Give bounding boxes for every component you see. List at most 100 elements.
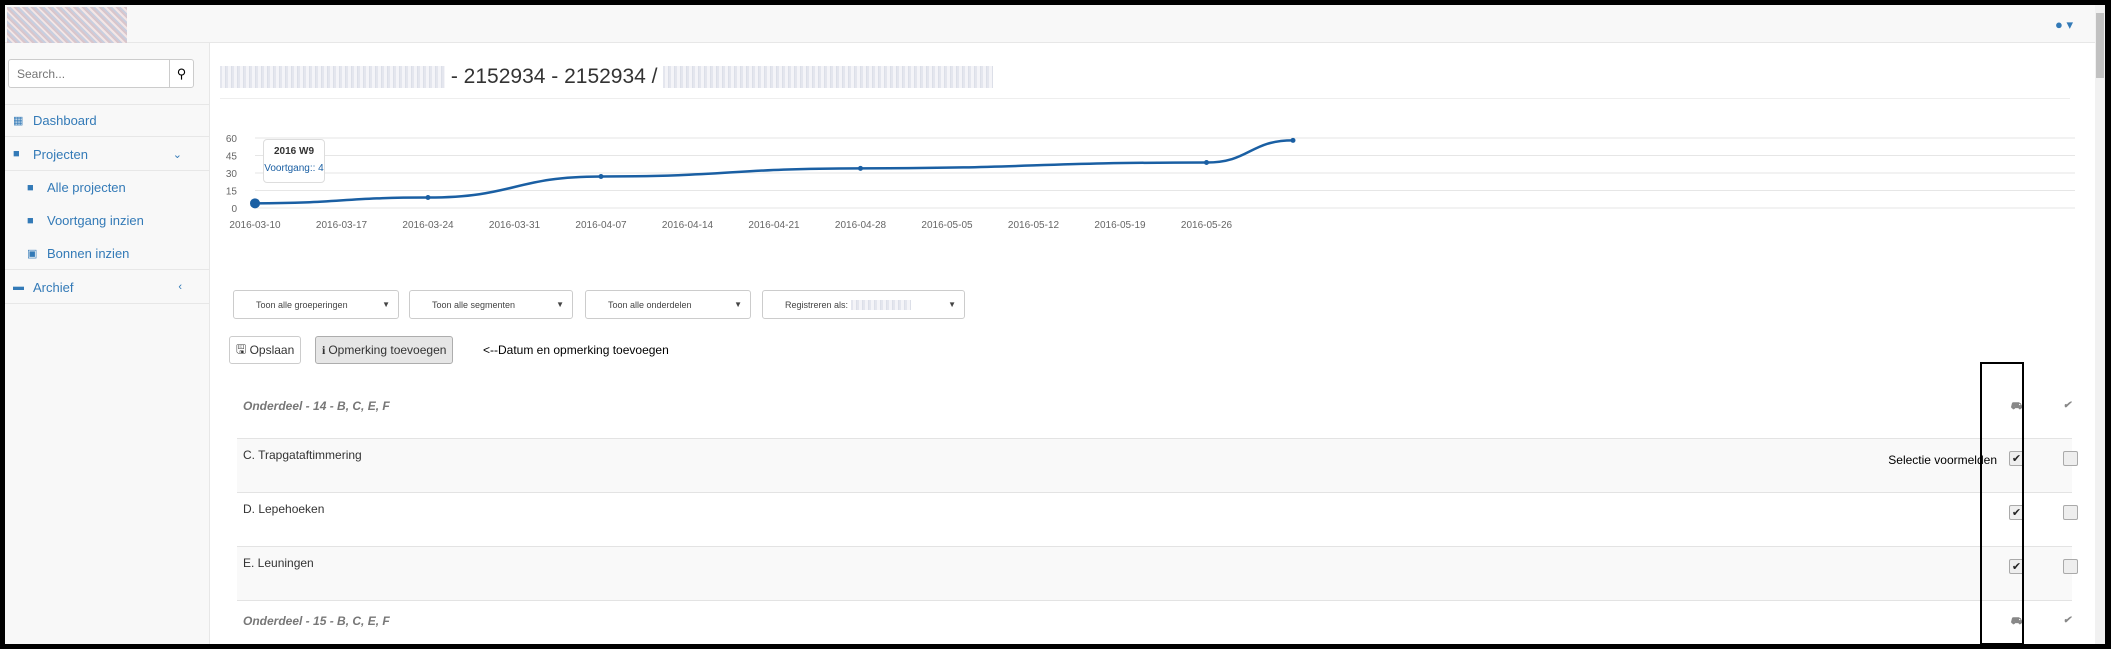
info-icon: i <box>322 342 329 357</box>
done-checkbox[interactable] <box>2063 559 2078 574</box>
done-checkbox[interactable] <box>2063 451 2078 466</box>
search-icon: ⚲ <box>176 65 187 81</box>
group-row: Onderdeel - 14 - B, C, E, F ⛟ ✔ <box>237 386 2072 440</box>
label: Projecten <box>33 146 88 162</box>
annotation-note: <--Datum en opmerking toevoegen <box>483 343 669 357</box>
redacted-name <box>663 66 994 88</box>
table-row: D. Lepehoeken ✔ <box>237 492 2078 546</box>
data-point <box>1290 137 1296 143</box>
check-icon: ✔ <box>2063 400 2072 411</box>
label: D. Lepehoeken <box>243 502 325 516</box>
chevron-left-icon: ‹ <box>178 281 182 293</box>
label: C. Trapgataftimmering <box>243 448 362 462</box>
caret-down-icon: ▾ <box>2066 17 2073 32</box>
title-text: - 2152934 - 2152934 / <box>450 65 658 88</box>
chevron-down-icon: ⌄ <box>172 148 182 161</box>
label: Toon alle segmenten <box>432 299 516 310</box>
series-line <box>254 139 1294 205</box>
x-tick-label: 2016-05-05 <box>921 220 973 231</box>
table-row: C. Trapgataftimmering Selectie voormelden… <box>237 438 2078 492</box>
y-tick-label: 30 <box>226 169 238 180</box>
label: Opslaan <box>249 343 295 357</box>
label: Registreren als: <box>785 299 849 310</box>
x-tick-label: 2016-03-10 <box>229 220 281 231</box>
top-navbar: ● ▾ <box>5 5 2095 43</box>
briefcase-icon: ■ <box>13 148 20 160</box>
x-tick-label: 2016-03-24 <box>402 220 454 231</box>
x-tick-label: 2016-05-26 <box>1181 220 1233 231</box>
x-tick-label: 2016-04-07 <box>575 220 627 231</box>
divider <box>220 98 2070 99</box>
archive-icon: ▬ <box>13 281 24 293</box>
filter-groeperingen[interactable]: Toon alle groeperingen ▼ <box>233 290 399 319</box>
label: Toon alle onderdelen <box>608 299 692 310</box>
caret-down-icon: ▼ <box>382 300 390 309</box>
label: Voortgang inzien <box>47 213 144 228</box>
progress-chart: 0 15 30 45 60 2016-03-10 2016-03-17 2016-03-24 2… <box>226 134 2075 231</box>
filter-registreren-als[interactable]: Registreren als: ▼ <box>762 290 965 319</box>
x-tick-label: 2016-05-19 <box>1094 220 1146 231</box>
filter-segmenten[interactable]: Toon alle segmenten ▼ <box>409 290 573 319</box>
scrollbar[interactable] <box>2095 5 2105 644</box>
search-input[interactable] <box>9 60 169 87</box>
truck-icon: ⛟ <box>2010 616 2023 627</box>
search-box: ⚲ <box>8 59 194 88</box>
sidebar-item-bonnen-inzien[interactable]: ▣ Bonnen inzien <box>5 237 210 270</box>
sidebar-item-archief[interactable]: ▬ Archief ‹ <box>5 271 210 304</box>
highlight-box <box>1980 362 2024 645</box>
page-title: - 2152934 - 2152934 / <box>220 65 994 89</box>
done-checkbox[interactable] <box>2063 505 2078 520</box>
label: Onderdeel - 15 - B, C, E, F <box>243 614 390 628</box>
redacted-name <box>220 66 445 88</box>
label: Opmerking toevoegen <box>328 343 447 357</box>
y-tick-label: 60 <box>226 134 238 145</box>
x-tick-label: 2016-04-28 <box>835 220 887 231</box>
sidebar-item-projecten[interactable]: ■ Projecten ⌄ <box>5 138 210 171</box>
caret-down-icon: ▼ <box>948 300 956 309</box>
delivered-checkbox[interactable]: ✔ <box>2009 451 2024 466</box>
add-comment-button[interactable]: i Opmerking toevoegen <box>315 336 454 364</box>
check-icon: ✔ <box>2063 615 2072 626</box>
y-tick-label: 0 <box>231 204 237 215</box>
main-content: - 2152934 - 2152934 / 0 15 30 45 60 2016-03-1… <box>215 43 2095 644</box>
calendar-icon: ▦ <box>13 115 24 127</box>
user-menu[interactable]: ● ▾ <box>2055 17 2073 33</box>
x-tick-label: 2016-03-17 <box>316 220 368 231</box>
sidebar-item-alle-projecten[interactable]: ■ Alle projecten <box>5 171 210 204</box>
x-tick-label: 2016-04-21 <box>748 220 800 231</box>
label: Alle projecten <box>47 180 126 195</box>
user-icon: ● <box>2054 17 2063 32</box>
money-icon: ▣ <box>27 247 38 260</box>
x-tick-label: 2016-04-14 <box>662 220 714 231</box>
briefcase-icon: ■ <box>27 181 34 194</box>
table-row: E. Leuningen ✔ <box>237 546 2078 600</box>
y-tick-label: 45 <box>226 152 238 163</box>
floppy-icon: 🖫 <box>236 341 250 356</box>
sidebar: ⚲ ▦ Dashboard ■ Projecten ⌄ ■ Alle projecten… <box>5 43 210 644</box>
label: Toon alle groeperingen <box>256 299 348 310</box>
group-row: Onderdeel - 15 - B, C, E, F ⛟ ✔ <box>237 600 2072 644</box>
data-point <box>1204 160 1209 165</box>
data-point <box>425 195 431 200</box>
caret-down-icon: ▼ <box>734 300 742 309</box>
tooltip-title: 2016 W9 <box>273 146 315 157</box>
search-button[interactable]: ⚲ <box>169 60 193 87</box>
label: Archief <box>33 279 74 295</box>
x-tick-label: 2016-05-12 <box>1008 220 1060 231</box>
save-button[interactable]: 🖫 Opslaan <box>229 336 302 364</box>
truck-icon: ⛟ <box>2010 401 2023 412</box>
label: Bonnen inzien <box>47 245 130 261</box>
label: Dashboard <box>33 113 97 128</box>
filter-onderdelen[interactable]: Toon alle onderdelen ▼ <box>585 290 751 319</box>
scrollbar-thumb[interactable] <box>2096 13 2104 78</box>
sidebar-item-dashboard[interactable]: ▦ Dashboard <box>5 104 210 137</box>
data-point <box>598 174 604 179</box>
redacted-user <box>850 299 911 310</box>
logo[interactable] <box>7 7 127 43</box>
label: E. Leuningen <box>243 556 314 570</box>
caret-down-icon: ▼ <box>556 300 564 309</box>
sidebar-item-voortgang-inzien[interactable]: ■ Voortgang inzien <box>5 204 210 237</box>
tooltip-text: Voortgang:: 4 <box>264 163 324 174</box>
x-tick-label: 2016-03-31 <box>489 220 541 231</box>
